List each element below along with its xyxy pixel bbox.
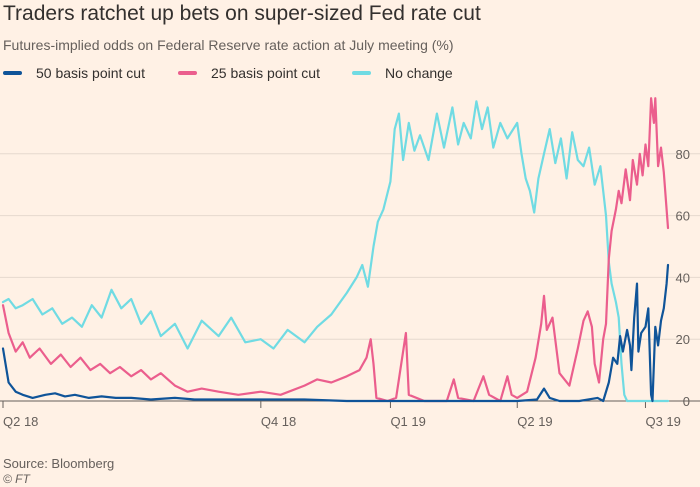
legend-item-nochange: No change xyxy=(352,65,453,81)
y-tick-label-40: 40 xyxy=(676,270,690,285)
chart-title: Traders ratchet up bets on super-sized F… xyxy=(3,2,481,25)
y-tick-label-0: 0 xyxy=(683,394,690,409)
legend-item-25bp: 25 basis point cut xyxy=(178,65,320,81)
copyright-note: © FT xyxy=(3,472,30,486)
x-tick-label-0: Q2 18 xyxy=(3,414,38,429)
chart-subtitle: Futures-implied odds on Federal Reserve … xyxy=(3,37,454,53)
x-tick-label-2: Q1 19 xyxy=(390,414,425,429)
legend-swatch-25bp xyxy=(178,71,197,75)
y-tick-label-80: 80 xyxy=(676,147,690,162)
series-line-50-basis-point-cut xyxy=(1,263,670,403)
legend-swatch-nochange xyxy=(352,71,371,75)
chart-legend: 50 basis point cut 25 basis point cut No… xyxy=(0,65,700,85)
legend-item-50bp: 50 basis point cut xyxy=(3,65,145,81)
series-line-no-change xyxy=(1,100,670,403)
legend-label-50bp: 50 basis point cut xyxy=(36,65,145,81)
x-tick-label-1: Q4 18 xyxy=(261,414,296,429)
legend-label-nochange: No change xyxy=(385,65,453,81)
legend-swatch-50bp xyxy=(3,71,22,75)
series-line-25-basis-point-cut xyxy=(1,97,670,403)
x-tick-label-4: Q3 19 xyxy=(645,414,680,429)
legend-label-25bp: 25 basis point cut xyxy=(211,65,320,81)
source-note: Source: Bloomberg xyxy=(3,456,115,471)
y-tick-label-60: 60 xyxy=(676,209,690,224)
y-tick-label-20: 20 xyxy=(676,332,690,347)
x-tick-label-3: Q2 19 xyxy=(517,414,552,429)
